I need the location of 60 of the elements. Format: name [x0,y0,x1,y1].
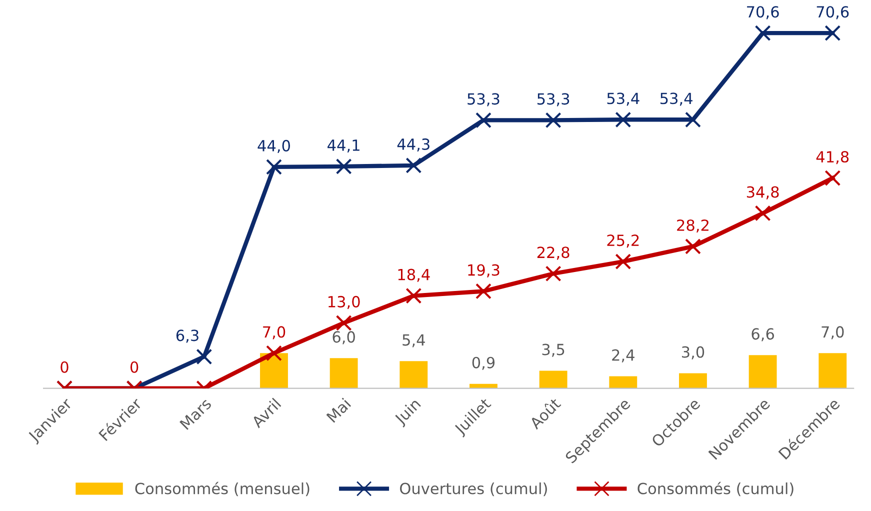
point [266,345,282,362]
data-label: 0 [60,361,68,373]
data-label: 7,0 [263,326,286,340]
legend-label: Ouvertures (cumul) [400,482,547,496]
point [336,314,352,331]
bar [609,376,638,388]
point [615,112,632,128]
data-label: 34,8 [746,186,779,200]
data-label: 0 [130,361,138,373]
data-label: 28,2 [677,219,708,233]
data-label: 41,8 [816,151,849,164]
data-label: 0,9 [472,356,495,370]
data-label: 19,3 [468,264,500,278]
point [824,170,841,186]
data-label: 44,1 [328,140,360,153]
data-label: 13,0 [328,296,360,310]
data-label: 44,3 [397,138,430,152]
data-label: 2,4 [612,349,634,362]
point [475,283,492,300]
data-label: 3,0 [682,346,704,360]
point [615,254,632,270]
bar [260,353,288,388]
data-label: 18,4 [398,268,430,282]
bar [818,353,847,388]
data-label: 6,0 [332,331,355,344]
point [545,112,562,128]
data-label: 6,3 [176,330,198,343]
data-label: 25,2 [607,234,639,248]
point [406,157,422,174]
point [406,288,422,304]
point [754,205,771,222]
legend-label: Consommés (cumul) [638,482,794,496]
bar [679,373,707,388]
data-label: 44,0 [258,140,290,154]
data-label: 70,6 [747,6,779,20]
data-label: 53,4 [660,92,692,106]
data-label: 5,4 [402,334,425,348]
bar [539,370,568,388]
data-label: 70,6 [816,6,849,20]
data-label: 6,6 [752,328,774,342]
point [754,25,771,42]
point [266,158,282,175]
bar [330,358,358,388]
data-label: 22,8 [537,246,570,260]
point [684,238,701,254]
legend-label: Consommés (mensuel) [135,482,310,496]
x-tick-label: Mai [326,398,352,423]
data-label: 53,4 [607,92,640,106]
data-label: 53,3 [537,93,570,106]
point [824,25,841,42]
bar [400,361,428,388]
data-label: 53,3 [468,93,500,106]
data-label: 7,0 [822,326,844,340]
point [545,266,562,282]
bar [748,355,777,388]
point [475,112,492,128]
point [336,158,352,174]
point [196,348,212,365]
data-label: 3,5 [542,344,564,357]
point [684,112,701,128]
